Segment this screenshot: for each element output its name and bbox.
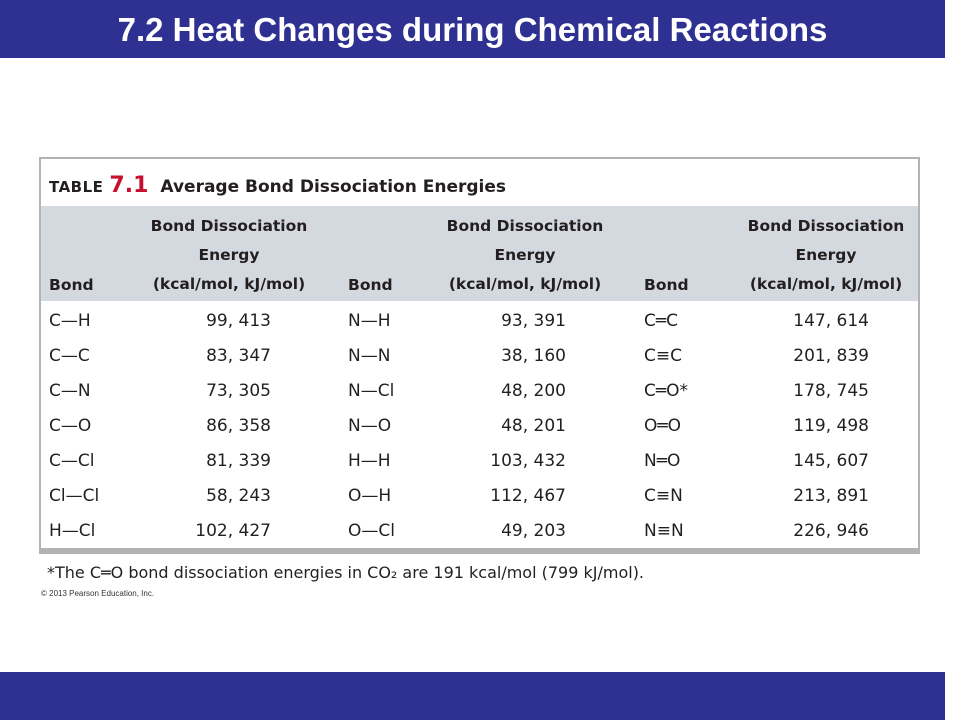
- bond-cell: C≡C: [644, 346, 682, 366]
- table-number: 7.1: [109, 173, 149, 198]
- energy-header-line: (kcal/mol, kJ/mol): [152, 275, 306, 293]
- energy-cell: 178, 745: [793, 381, 869, 401]
- bond-header-1: Bond: [49, 276, 94, 294]
- bond-cell: N—O: [348, 416, 392, 436]
- energy-cell: 38, 160: [501, 346, 566, 366]
- energy-cell: 103, 432: [490, 451, 566, 471]
- energy-cell: 86, 358: [206, 416, 271, 436]
- bond-cell: O═O: [644, 416, 681, 436]
- table-title: TABLE 7.1 Average Bond Dissociation Ener…: [49, 173, 506, 201]
- energy-header-1: Bond Dissociation Energy (kcal/mol, kJ/m…: [134, 212, 324, 299]
- table-bottom-rule: [41, 548, 918, 552]
- table-label: TABLE: [49, 178, 104, 196]
- energy-cell: 83, 347: [206, 346, 271, 366]
- bond-cell: C═O*: [644, 381, 688, 401]
- bond-cell: C—Cl: [49, 451, 95, 471]
- bond-cell: H—H: [348, 451, 391, 471]
- copyright-notice: © 2013 Pearson Education, Inc.: [41, 589, 155, 598]
- bond-cell: Cl—Cl: [49, 486, 100, 506]
- bond-energy-table: TABLE 7.1 Average Bond Dissociation Ener…: [39, 157, 920, 554]
- energy-cell: 93, 391: [501, 311, 566, 331]
- energy-cell: 145, 607: [793, 451, 869, 471]
- energy-header-line: Bond Dissociation: [747, 217, 905, 235]
- bond-header-3: Bond: [644, 276, 689, 294]
- bond-cell: N≡N: [644, 521, 684, 541]
- bond-cell: C—C: [49, 346, 90, 366]
- energy-cell: 102, 427: [195, 521, 271, 541]
- table-header: [41, 206, 918, 301]
- energy-cell: 48, 201: [501, 416, 566, 436]
- bond-cell: C—H: [49, 311, 91, 331]
- energy-cell: 226, 946: [793, 521, 869, 541]
- bond-cell: N═O: [644, 451, 681, 471]
- energy-cell: 213, 891: [793, 486, 869, 506]
- energy-cell: 119, 498: [793, 416, 869, 436]
- slide-title: 7.2 Heat Changes during Chemical Reactio…: [117, 11, 828, 48]
- bond-cell: N—N: [348, 346, 391, 366]
- energy-cell: 81, 339: [206, 451, 271, 471]
- energy-cell: 147, 614: [793, 311, 869, 331]
- bond-cell: C≡N: [644, 486, 683, 506]
- bond-cell: C═C: [644, 311, 678, 331]
- bond-cell: O—Cl: [348, 521, 395, 541]
- energy-cell: 48, 200: [501, 381, 566, 401]
- bond-cell: C—N: [49, 381, 91, 401]
- table-name: Average Bond Dissociation Energies: [160, 177, 507, 197]
- energy-header-line: Energy: [198, 246, 260, 264]
- bond-cell: N—H: [348, 311, 391, 331]
- bond-cell: C—O: [49, 416, 92, 436]
- table-footnote: *The C═O bond dissociation energies in C…: [47, 563, 645, 582]
- energy-header-line: Energy: [494, 246, 556, 264]
- footer-banner: [0, 672, 945, 720]
- energy-header-line: Energy: [795, 246, 857, 264]
- bond-header-2: Bond: [348, 276, 393, 294]
- energy-header-line: Bond Dissociation: [446, 217, 604, 235]
- energy-header-line: Bond Dissociation: [150, 217, 308, 235]
- bond-cell: N—Cl: [348, 381, 395, 401]
- energy-cell: 201, 839: [793, 346, 869, 366]
- energy-cell: 112, 467: [490, 486, 566, 506]
- bond-cell: H—Cl: [49, 521, 96, 541]
- energy-header-3: Bond Dissociation Energy (kcal/mol, kJ/m…: [731, 212, 921, 299]
- energy-cell: 99, 413: [206, 311, 271, 331]
- energy-cell: 73, 305: [206, 381, 271, 401]
- bond-cell: O—H: [348, 486, 392, 506]
- energy-header-line: (kcal/mol, kJ/mol): [448, 275, 602, 293]
- energy-cell: 49, 203: [501, 521, 566, 541]
- energy-header-line: (kcal/mol, kJ/mol): [749, 275, 903, 293]
- title-banner: 7.2 Heat Changes during Chemical Reactio…: [0, 0, 945, 58]
- energy-header-2: Bond Dissociation Energy (kcal/mol, kJ/m…: [430, 212, 620, 299]
- energy-cell: 58, 243: [206, 486, 271, 506]
